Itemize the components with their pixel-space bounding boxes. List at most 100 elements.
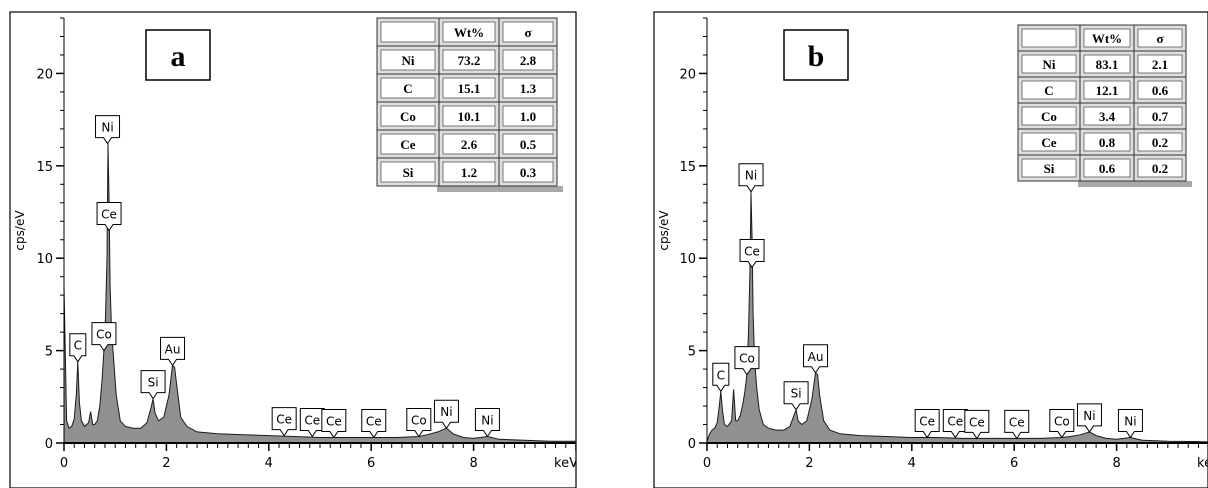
peak-label-box	[474, 408, 500, 438]
table-value: 10.1	[458, 109, 481, 124]
composition-table: Wt% σ Ni 73.2 2.8 C 15.1 1.3 Co 10.1 1.0 Ce 2.6 0.5 Si…	[376, 17, 563, 192]
peak-label-ce: Ce	[964, 409, 990, 440]
table-cell-inner	[1021, 132, 1077, 152]
table-value: 1.3	[520, 81, 537, 96]
peak-label-box	[361, 408, 387, 439]
peak-label-text: Ce	[304, 414, 320, 428]
table-value: 15.1	[458, 81, 481, 96]
table-cell-inner	[502, 77, 554, 99]
table-cell-inner	[380, 105, 436, 127]
x-tick-label: 6	[367, 456, 375, 471]
peak-label-box	[1049, 408, 1075, 439]
y-tick-label: 10	[36, 252, 53, 267]
peak-label-text: Ni	[745, 169, 757, 183]
y-tick-label: 0	[688, 437, 696, 452]
peak-label-box	[271, 407, 297, 437]
peak-label-text: Ni	[481, 414, 493, 428]
table-value: 3.4	[1099, 109, 1116, 124]
peak-label-text: Ni	[440, 405, 452, 419]
peak-label-text: Ce	[919, 414, 935, 428]
table-element: C	[1044, 83, 1053, 98]
table-value: 0.5	[520, 137, 537, 152]
table-cell-inner	[442, 21, 496, 43]
table-value: 0.2	[1152, 161, 1168, 176]
peak-label-text: Ce	[366, 414, 382, 428]
table-cell-inner	[380, 77, 436, 99]
peak-label-text: Co	[411, 414, 427, 428]
table-element: Ce	[1041, 135, 1056, 150]
y-tick-label: 0	[45, 437, 53, 452]
table-cell-inner	[502, 21, 554, 43]
x-tick-label: 8	[469, 456, 477, 471]
peak-label-text: Ce	[744, 244, 760, 258]
peak-label-text: Ce	[1009, 415, 1025, 429]
peak-label-box	[734, 346, 760, 376]
x-tick-label: 0	[703, 456, 711, 471]
peak-label-box	[803, 344, 829, 374]
table-cell-inner	[442, 49, 496, 71]
y-tick-label: 10	[679, 252, 696, 267]
table-cell-inner	[1021, 54, 1077, 74]
x-tick-label: 2	[162, 456, 170, 471]
table-cell-inner	[1083, 158, 1131, 178]
table-value: 0.3	[520, 165, 537, 180]
peak-label-co: Co	[1049, 408, 1075, 439]
table-cell-inner	[1021, 158, 1077, 178]
table-element: Ni	[402, 53, 415, 68]
table-header: Wt%	[454, 25, 484, 40]
table-value: 83.1	[1096, 57, 1119, 72]
table-cell-inner	[1137, 54, 1183, 74]
peak-label-text: Si	[148, 376, 159, 390]
peak-label-au: Au	[160, 336, 186, 367]
peak-label-box	[1004, 409, 1030, 440]
table-value: 73.2	[458, 53, 481, 68]
table-cell-inner	[380, 49, 436, 71]
y-tick-label: 5	[688, 345, 696, 360]
peak-label-ce: Ce	[361, 408, 387, 439]
table-cell-inner	[1021, 28, 1077, 48]
table-cell-inner	[1021, 106, 1077, 126]
panel-letter-box	[783, 29, 849, 81]
table-cell-inner	[1137, 106, 1183, 126]
peak-label-c: C	[712, 362, 730, 393]
peak-label-text: Co	[739, 352, 755, 366]
table-cell-inner	[1137, 132, 1183, 152]
table-value: 2.1	[1152, 57, 1168, 72]
table-cell-inner	[380, 21, 436, 43]
peak-label-au: Au	[803, 344, 829, 374]
peak-label-ni: Ni	[95, 115, 121, 145]
table-element: Si	[1044, 161, 1055, 176]
table-element: C	[403, 81, 412, 96]
panel-letter: b	[808, 40, 825, 73]
table-header: Wt%	[1092, 31, 1122, 46]
peak-label-text: Au	[808, 350, 824, 364]
peak-label-box	[914, 408, 940, 439]
peak-label-text: Ni	[1124, 414, 1136, 428]
peak-label-box	[69, 333, 87, 363]
table-cell-inner	[380, 161, 436, 183]
peak-label-ni: Ni	[433, 399, 459, 430]
peak-label-box	[96, 202, 122, 232]
peak-label-text: Ce	[276, 413, 292, 427]
table-value: 0.8	[1099, 135, 1116, 150]
panel-letter-box	[145, 29, 211, 81]
table-cell-inner	[1083, 132, 1131, 152]
peak-label-text: Ce	[947, 414, 963, 428]
peak-label-box	[1117, 408, 1143, 439]
peak-label-text: Co	[96, 328, 112, 342]
table-cell-inner	[442, 105, 496, 127]
chart-panel-b: 0 2 4 6 8 keV 0 5 10 15 20 cps/eV C Co Ni Ce Si Au Ce Ce Ce C…	[653, 11, 1208, 488]
peak-label-c: C	[69, 333, 87, 363]
table-header: σ	[1156, 31, 1163, 46]
table-cell-inner	[1083, 54, 1131, 74]
table-value: 1.2	[461, 165, 477, 180]
table-shadow	[437, 186, 563, 192]
table-value: 0.6	[1099, 161, 1116, 176]
y-tick-label: 15	[36, 160, 53, 175]
table-header: σ	[524, 25, 531, 40]
peak-label-box	[160, 336, 186, 367]
peak-label-box	[91, 322, 117, 352]
y-tick-label: 20	[679, 67, 696, 82]
peak-label-text: Ce	[969, 415, 985, 429]
